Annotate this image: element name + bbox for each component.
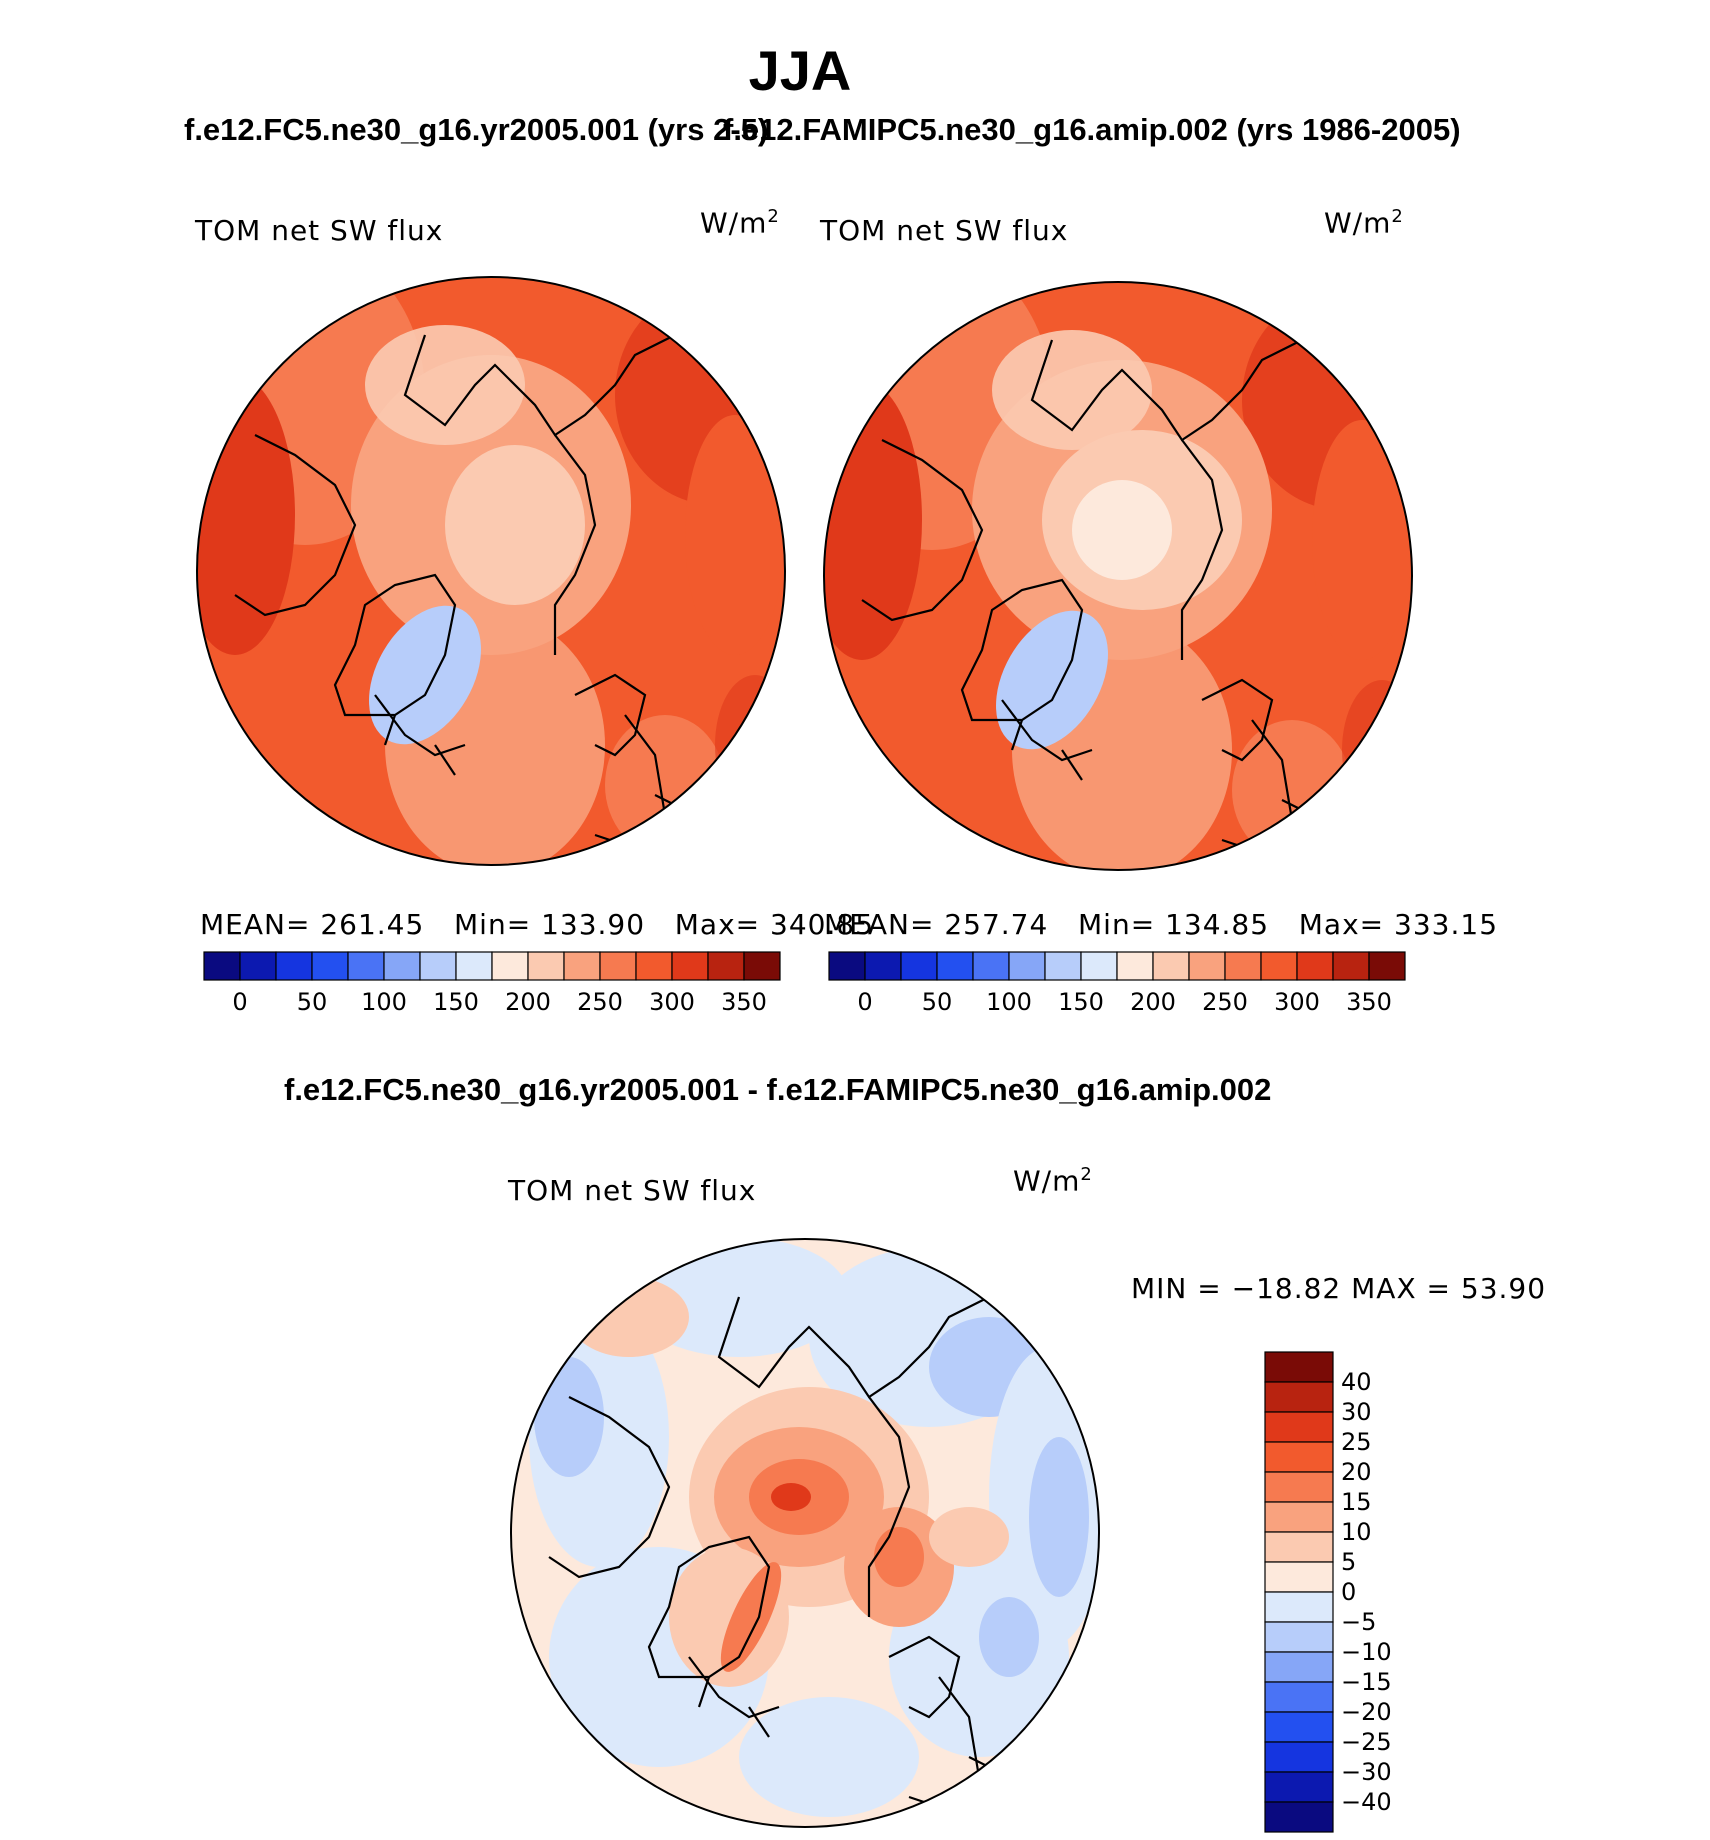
colorbar-tick-label: 50 — [922, 988, 953, 1016]
colorbar-tick-label: 150 — [433, 988, 479, 1016]
difference-variable-label: TOM net SW flux — [508, 1174, 757, 1207]
colorbar-swatch — [1264, 1501, 1334, 1533]
colorbar-tick-label: −10 — [1341, 1638, 1392, 1666]
colorbar-swatch — [1264, 1771, 1334, 1803]
colorbar-swatch — [419, 951, 457, 981]
case-1-title: f.e12.FC5.ne30_g16.yr2005.001 (yrs 2-5) — [184, 112, 769, 147]
colorbar-tick-label: −25 — [1341, 1728, 1392, 1756]
difference-title: f.e12.FC5.ne30_g16.yr2005.001 - f.e12.FA… — [284, 1072, 1272, 1107]
colorbar-swatch — [743, 951, 781, 981]
panel-1-variable-label: TOM net SW flux — [195, 214, 444, 247]
colorbar-swatch — [311, 951, 349, 981]
colorbar-swatch — [635, 951, 673, 981]
difference-units: W/m2 — [1013, 1164, 1093, 1198]
panel-1-units: W/m2 — [700, 206, 780, 240]
panel-2-variable-label: TOM net SW flux — [820, 214, 1069, 247]
colorbar-swatch — [1264, 1561, 1334, 1593]
colorbar-tick-label: 250 — [577, 988, 623, 1016]
colorbar-tick-label: 10 — [1341, 1518, 1372, 1546]
colorbar-swatch — [275, 951, 313, 981]
colorbar-swatch — [900, 951, 938, 981]
colorbar-swatch — [1188, 951, 1226, 981]
colorbar-tick-label: 15 — [1341, 1488, 1372, 1516]
colorbar-tick-label: 50 — [297, 988, 328, 1016]
difference-minmax: MIN = −18.82 MAX = 53.90 — [1131, 1272, 1547, 1305]
colorbar-swatch — [1368, 951, 1406, 981]
colorbar-tick-label: 0 — [1341, 1578, 1356, 1606]
colorbar-tick-label: 250 — [1202, 988, 1248, 1016]
colorbar-swatch — [1332, 951, 1370, 981]
colorbar-tick-label: 300 — [1274, 988, 1320, 1016]
colorbar-tick-label: −5 — [1341, 1608, 1376, 1636]
colorbar-swatch — [1224, 951, 1262, 981]
colorbar-swatch — [1264, 1651, 1334, 1683]
colorbar-tick-label: 350 — [1346, 988, 1392, 1016]
colorbar-swatch — [972, 951, 1010, 981]
colorbar-swatch — [1116, 951, 1154, 981]
colorbar-swatch — [864, 951, 902, 981]
colorbar-swatch — [1008, 951, 1046, 981]
colorbar-swatch — [1044, 951, 1082, 981]
colorbar-swatch — [1264, 1411, 1334, 1443]
colorbar-swatch — [1152, 951, 1190, 981]
colorbar-swatch — [1264, 1441, 1334, 1473]
colorbar-tick-label: 0 — [232, 988, 247, 1016]
colorbar-swatch — [491, 951, 529, 981]
colorbar-swatch — [1260, 951, 1298, 981]
colorbar-swatch — [936, 951, 974, 981]
colorbar-swatch — [1264, 1741, 1334, 1773]
colorbar-tick-label: 350 — [721, 988, 767, 1016]
difference-polar-map — [510, 1238, 1100, 1828]
panel-2-units: W/m2 — [1324, 206, 1404, 240]
colorbar-tick-label: 0 — [857, 988, 872, 1016]
season-title: JJA — [748, 39, 852, 102]
colorbar-swatch — [1264, 1681, 1334, 1713]
colorbar-swatch — [671, 951, 709, 981]
case-2-title: f.e12.FAMIPC5.ne30_g16.amip.002 (yrs 198… — [723, 112, 1461, 147]
colorbar-tick-label: 200 — [505, 988, 551, 1016]
colorbar-swatch — [1264, 1591, 1334, 1623]
colorbar-swatch — [203, 951, 241, 981]
colorbar-swatch — [707, 951, 745, 981]
colorbar-swatch — [1264, 1621, 1334, 1653]
colorbar-swatch — [1264, 1381, 1334, 1413]
colorbar-tick-label: 200 — [1130, 988, 1176, 1016]
panel-1-polar-map — [196, 276, 786, 866]
colorbar-swatch — [1296, 951, 1334, 981]
colorbar-tick-label: 25 — [1341, 1428, 1372, 1456]
colorbar-swatch — [1264, 1471, 1334, 1503]
colorbar-swatch — [455, 951, 493, 981]
colorbar-swatch — [527, 951, 565, 981]
colorbar-tick-label: 5 — [1341, 1548, 1356, 1576]
colorbar-swatch — [239, 951, 277, 981]
colorbar-swatch — [1264, 1531, 1334, 1563]
colorbar-swatch — [383, 951, 421, 981]
colorbar-swatch — [563, 951, 601, 981]
colorbar-tick-label: 300 — [649, 988, 695, 1016]
colorbar-swatch — [599, 951, 637, 981]
colorbar-swatch — [828, 951, 866, 981]
panel-2-stats: MEAN= 257.74 Min= 134.85 Max= 333.15 — [824, 908, 1499, 941]
colorbar-tick-label: −15 — [1341, 1668, 1392, 1696]
colorbar-tick-label: −20 — [1341, 1698, 1392, 1726]
colorbar-swatch — [1080, 951, 1118, 981]
colorbar-swatch — [1264, 1801, 1334, 1833]
panel-1-stats: MEAN= 261.45 Min= 133.90 Max= 340.85 — [200, 908, 875, 941]
panel-2-colorbar: 0 50 100 150 200 250 300 350 — [828, 951, 1406, 1016]
colorbar-swatch — [347, 951, 385, 981]
colorbar-swatch — [1264, 1351, 1334, 1383]
panel-1-colorbar: 0 50 100 150 200 250 300 350 — [203, 951, 781, 1016]
colorbar-tick-label: 20 — [1341, 1458, 1372, 1486]
panel-2-polar-map — [823, 281, 1413, 871]
colorbar-tick-label: 30 — [1341, 1398, 1372, 1426]
colorbar-tick-label: 100 — [361, 988, 407, 1016]
colorbar-tick-label: −40 — [1341, 1788, 1392, 1816]
colorbar-tick-label: −30 — [1341, 1758, 1392, 1786]
colorbar-tick-label: 40 — [1341, 1368, 1372, 1396]
colorbar-tick-label: 100 — [986, 988, 1032, 1016]
colorbar-tick-label: 150 — [1058, 988, 1104, 1016]
colorbar-swatch — [1264, 1711, 1334, 1743]
